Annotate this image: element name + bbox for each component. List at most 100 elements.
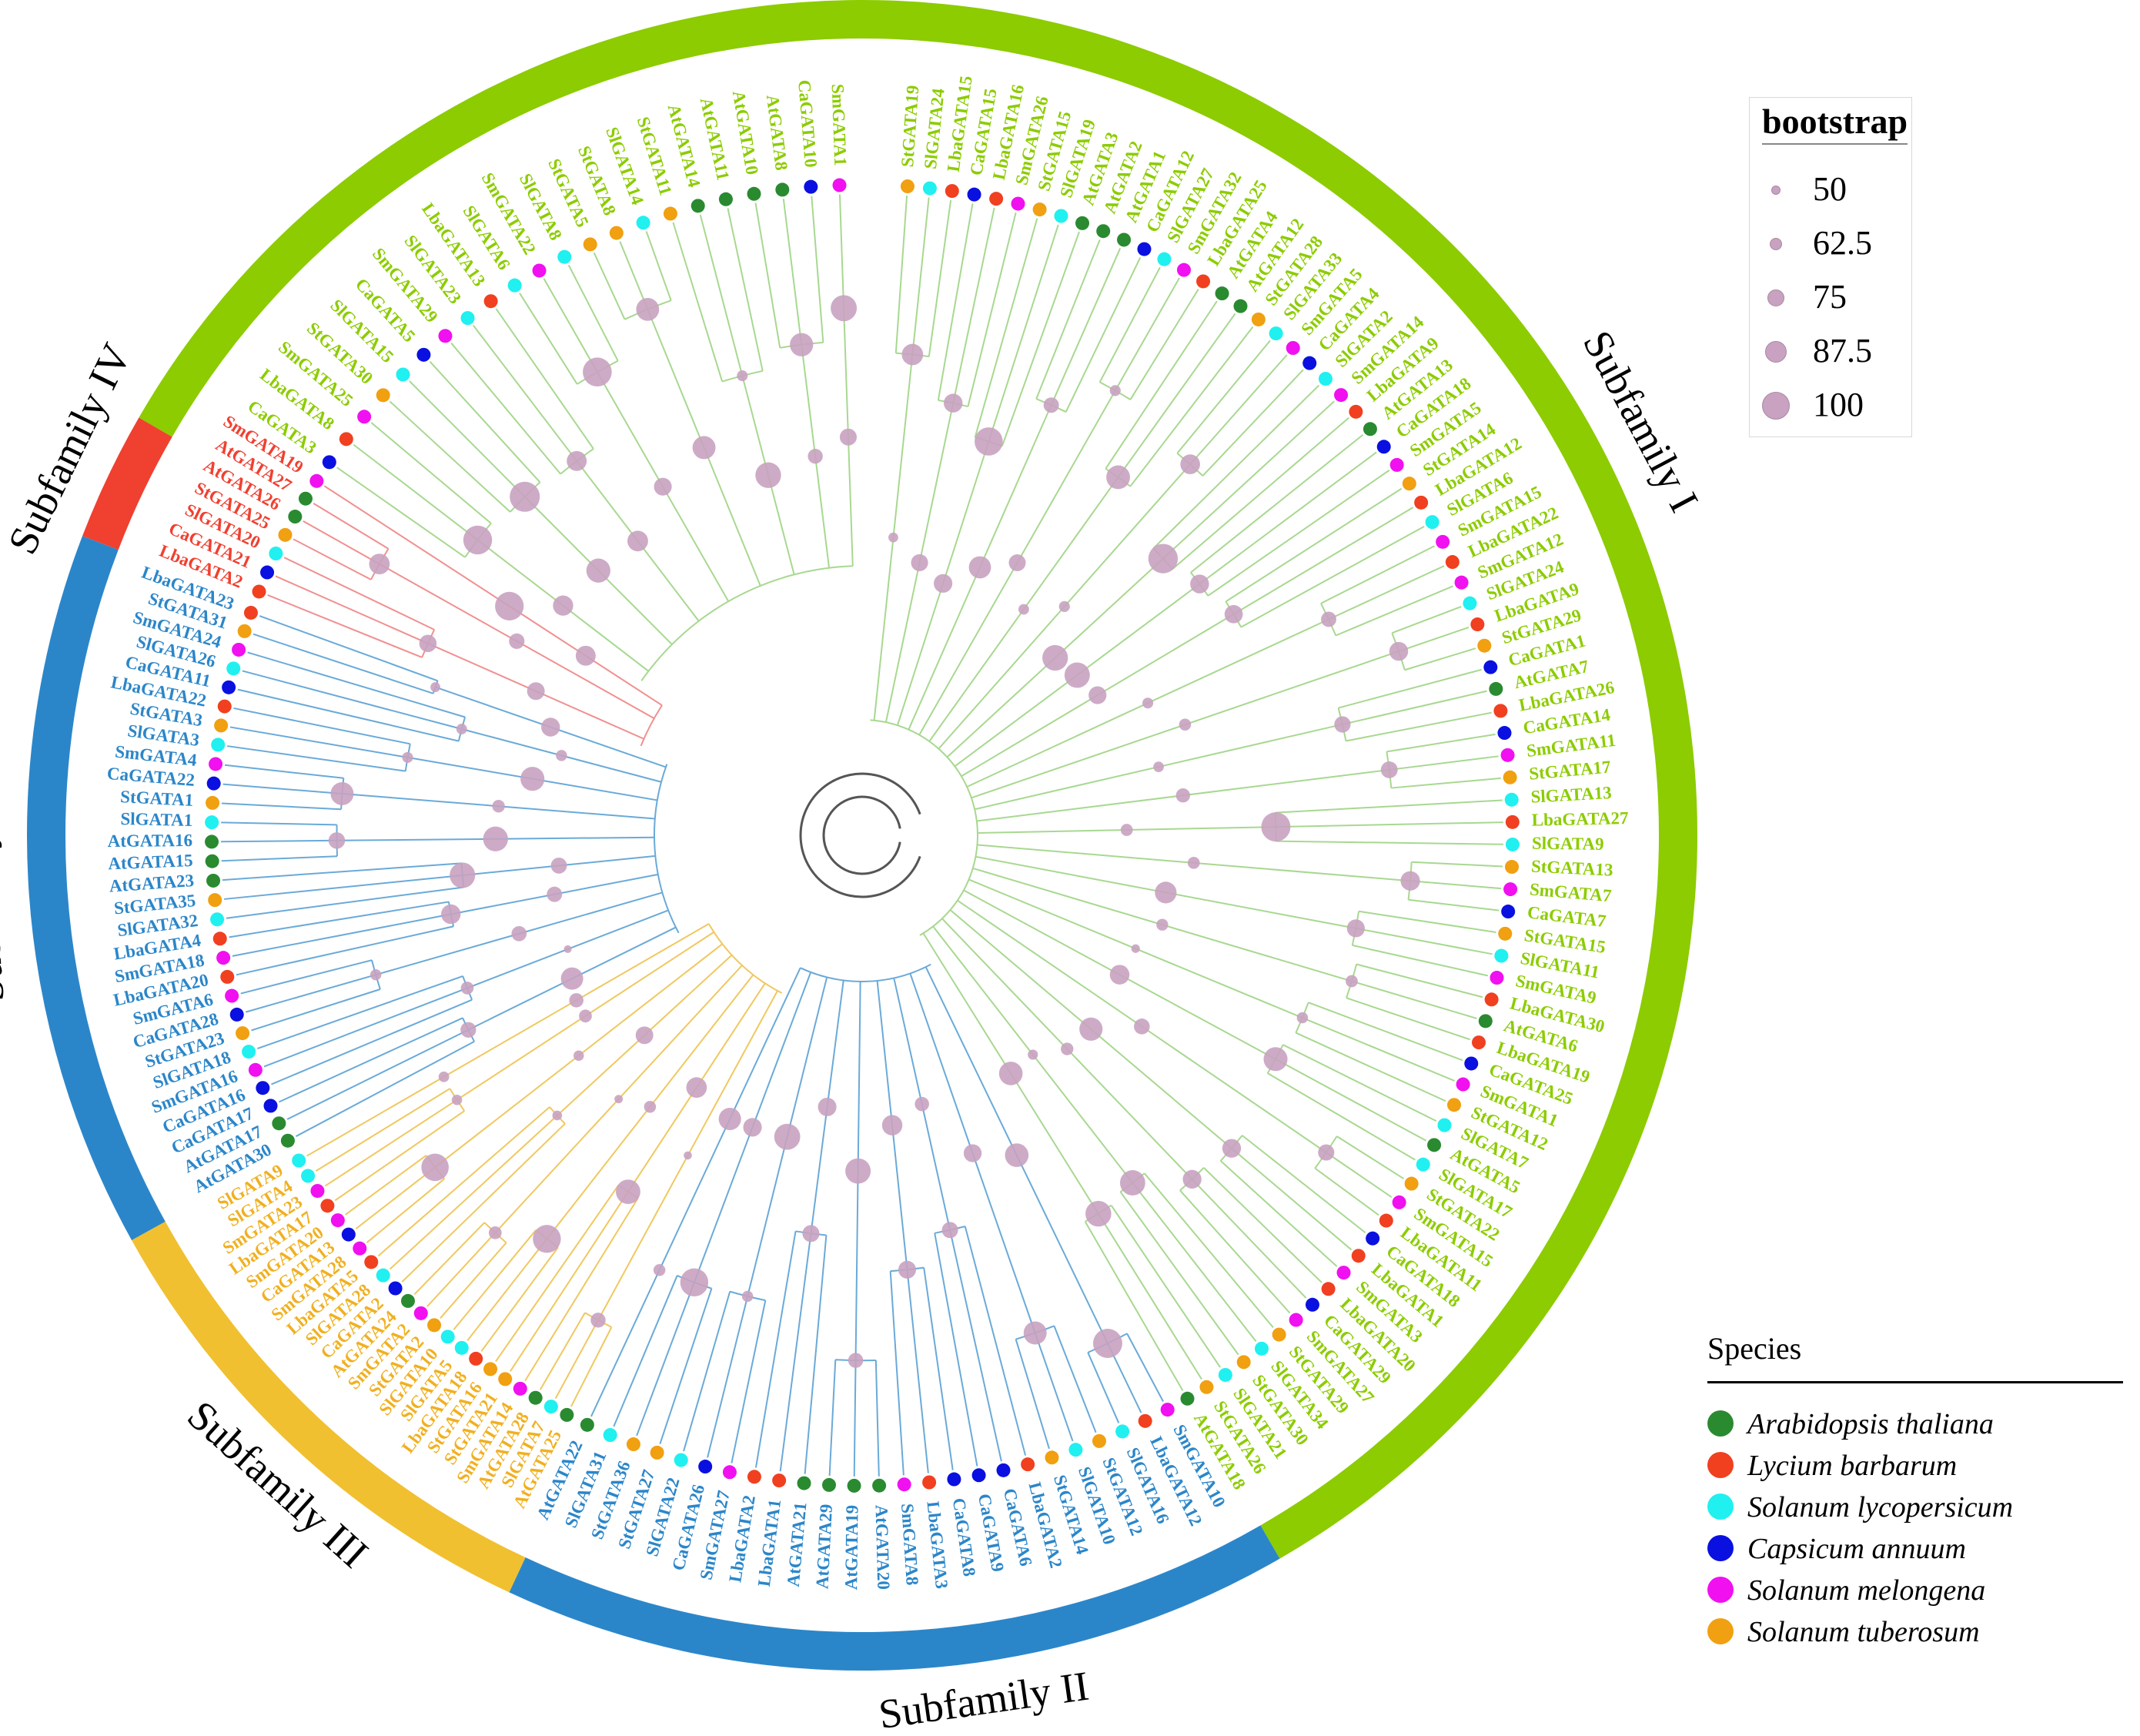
root-arc	[822, 795, 901, 875]
leaf-label: LbaGATA3	[923, 1500, 951, 1590]
species-color-dot	[1707, 1535, 1734, 1561]
bootstrap-dot	[774, 1123, 801, 1150]
leaf-species-dot	[1456, 1077, 1470, 1092]
bootstrap-dot	[560, 967, 583, 990]
species-legend-entry: Arabidopsis thaliana	[1707, 1404, 2123, 1447]
bootstrap-dot	[944, 393, 963, 413]
leaf-branch	[1335, 585, 1453, 637]
leaf-species-dot	[1503, 770, 1517, 784]
leaf-branch	[313, 503, 390, 550]
leaf-branch	[1035, 239, 1101, 400]
leaf-branch	[232, 913, 451, 957]
leaf-species-dot	[483, 1362, 498, 1376]
leaf-species-dot	[1463, 596, 1477, 610]
leaf-species-dot	[388, 1281, 403, 1296]
bootstrap-dot	[627, 530, 648, 552]
leaf-species-dot	[1366, 1231, 1380, 1246]
bootstrap-size-dot	[1767, 289, 1784, 306]
bootstrap-dot	[741, 1290, 754, 1303]
leaf-species-dot	[357, 410, 372, 424]
bootstrap-dot	[998, 1062, 1023, 1085]
bootstrap-dot	[901, 343, 924, 366]
bootstrap-size-dot	[1765, 341, 1787, 363]
leaf-species-dot	[528, 1390, 543, 1405]
bootstrap-dot	[1155, 881, 1177, 904]
leaf-branch	[1411, 861, 1503, 868]
bootstrap-size-dot	[1771, 186, 1781, 195]
leaf-species-dot	[1363, 422, 1377, 437]
leaf-branch	[889, 1271, 904, 1476]
leaf-label: CaGATA10	[794, 79, 821, 169]
leaf-branch	[1295, 1032, 1446, 1102]
leaf-branch	[911, 197, 930, 355]
species-color-dot	[1707, 1410, 1734, 1437]
bootstrap-dot	[547, 886, 563, 902]
leaf-label: CaGATA8	[949, 1497, 979, 1577]
leaf-branch	[1050, 248, 1122, 406]
leaf-species-dot	[416, 347, 431, 362]
leaf-branch	[222, 862, 462, 881]
bootstrap-dot	[451, 1094, 463, 1105]
leaf-species-dot	[1075, 216, 1090, 230]
leaf-label: LbaGATA1	[754, 1498, 784, 1587]
leaf-branch	[466, 1238, 548, 1342]
leaf-branch	[229, 726, 408, 758]
leaf-branch	[1336, 1136, 1405, 1179]
leaf-species-dot	[1334, 388, 1349, 403]
leaf-species-dot	[674, 1453, 688, 1467]
leaf-species-dot	[1505, 814, 1520, 829]
leaf-branch	[1356, 927, 1493, 955]
leaf-species-dot	[226, 661, 241, 676]
bootstrap-dot	[1106, 465, 1130, 490]
leaf-branch	[370, 422, 492, 524]
bootstrap-dot	[369, 554, 390, 574]
bootstrap-dot	[1092, 1329, 1122, 1358]
bootstrap-dot	[438, 1071, 450, 1082]
bootstrap-dot	[1222, 1139, 1242, 1158]
leaf-branch	[221, 821, 337, 826]
bootstrap-dot	[450, 862, 476, 888]
leaf-species-dot	[698, 1460, 713, 1474]
bootstrap-legend-entry: 50	[1750, 162, 1911, 216]
leaf-branch	[1114, 277, 1180, 391]
bootstrap-dot	[1380, 761, 1398, 778]
leaf-species-dot	[208, 893, 222, 908]
leaf-branch	[366, 1178, 445, 1243]
leaf-species-dot	[498, 1372, 513, 1386]
bootstrap-dot	[963, 1144, 982, 1162]
bootstrap-dot	[1187, 857, 1200, 869]
leaf-branch	[974, 218, 1038, 438]
bootstrap-dot	[552, 1110, 563, 1121]
bootstrap-legend: bootstrap 50 62.5 75 87.5 100	[1749, 97, 1912, 437]
leaf-label: StGATA1	[120, 787, 194, 810]
bootstrap-dot	[1296, 1012, 1309, 1024]
leaf-branch	[1338, 668, 1482, 709]
leaf-branch	[271, 998, 473, 1085]
leaf-branch	[221, 839, 337, 843]
leaf-branch	[344, 1155, 427, 1216]
bootstrap-dot	[460, 1022, 476, 1038]
bootstrap-value: 50	[1813, 170, 1847, 208]
leaf-branch	[275, 575, 429, 644]
bootstrap-dot	[644, 1100, 657, 1113]
leaf-label: AtGATA10	[729, 89, 762, 176]
leaf-species-dot	[1427, 1138, 1442, 1152]
tree-branches	[221, 194, 1503, 1477]
leaf-label: SlGATA13	[1530, 783, 1612, 807]
bootstrap-dot	[463, 525, 493, 555]
bootstrap-dot	[590, 1313, 606, 1328]
leaf-species-dot	[1032, 202, 1047, 217]
leaf-branch	[672, 222, 724, 382]
leaf-branch	[1110, 1205, 1221, 1368]
leaf-species-dot	[1379, 1213, 1393, 1228]
leaf-branch	[306, 1075, 445, 1157]
bootstrap-dot	[1119, 1170, 1145, 1196]
leaf-branch	[426, 1232, 497, 1307]
leaf-species-dot	[1389, 457, 1404, 472]
leaf-species-dot	[557, 249, 572, 264]
leaf-species-dot	[376, 388, 390, 403]
species-color-dot	[1707, 1493, 1734, 1520]
bootstrap-dot	[1346, 919, 1365, 938]
leaf-branch	[279, 1017, 463, 1103]
bootstrap-dot	[509, 633, 525, 649]
